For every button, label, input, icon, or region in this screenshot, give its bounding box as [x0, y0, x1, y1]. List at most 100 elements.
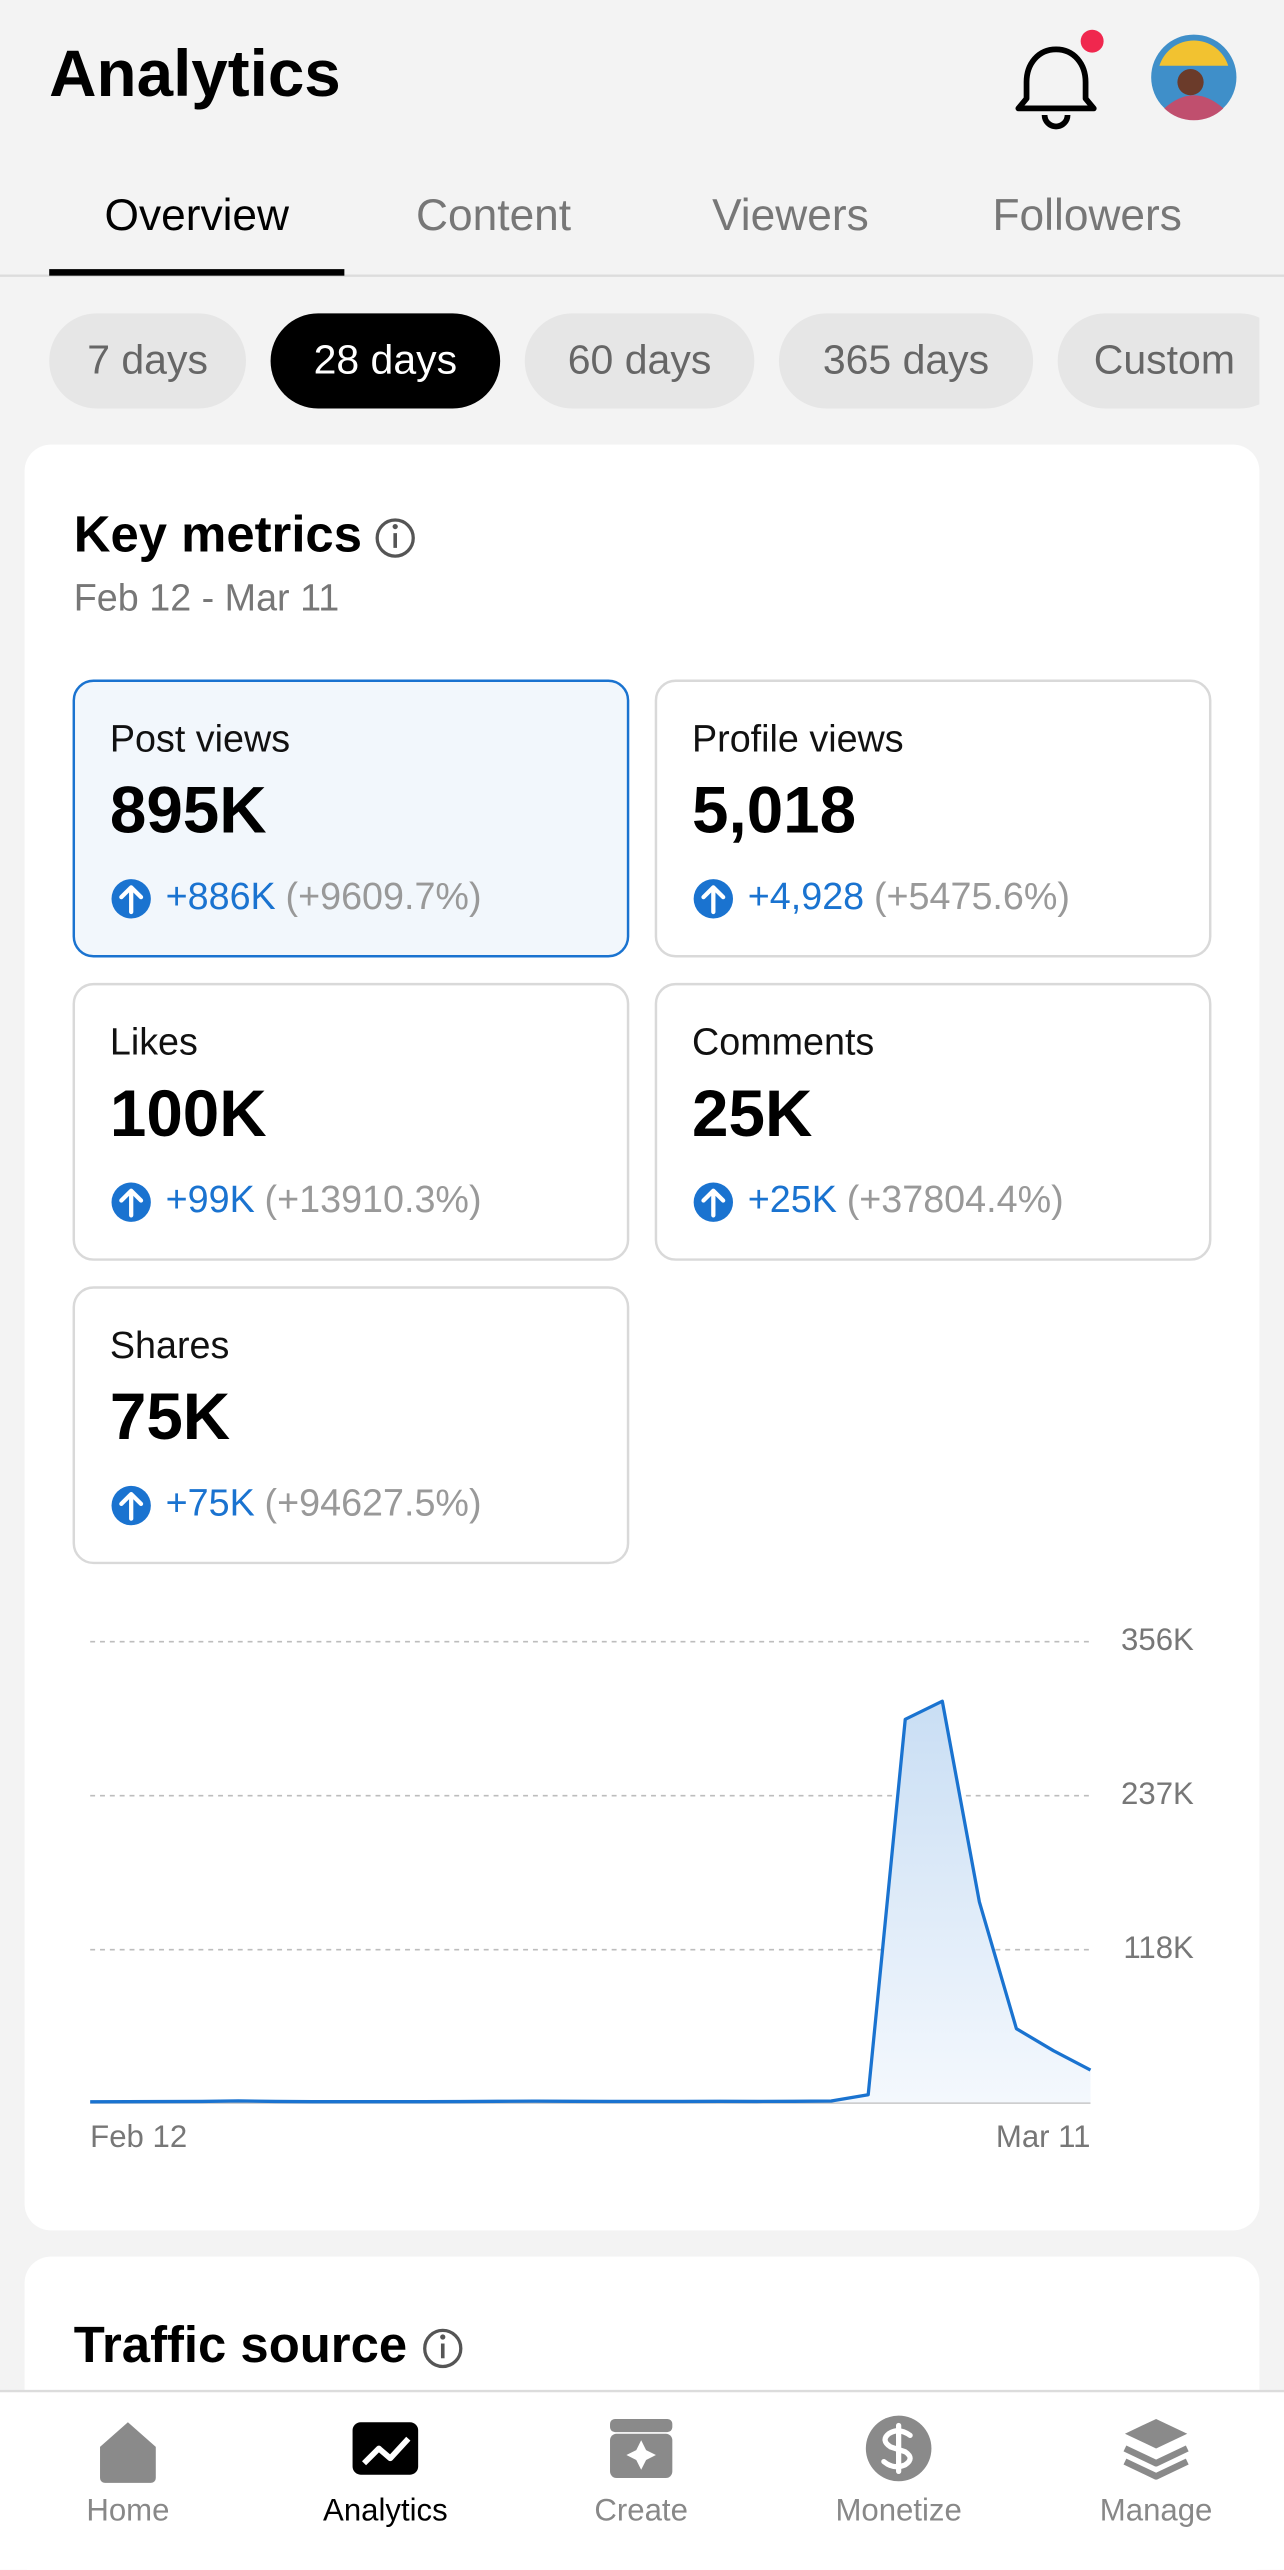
metric-change-row: +886K (+9609.7%) [166, 875, 482, 917]
manage-icon [1124, 2418, 1188, 2449]
metric-change: +75K [166, 1482, 255, 1524]
tab[interactable]: Content [416, 191, 571, 240]
metric-card[interactable]: Shares 75K +75K (+94627.5%) [72, 1286, 630, 1565]
metric-percent: (+9609.7%) [286, 875, 482, 917]
metric-grid: Post views 895K +886K (+9609.7%) Profile vie… [72, 679, 1212, 1565]
section-title: Traffic source [74, 2316, 407, 2373]
metric-change: +99K [166, 1178, 255, 1220]
up-arrow [119, 1491, 144, 1521]
metric-change-row: +25K (+37804.4%) [748, 1178, 1064, 1220]
chart: 118K 237K 356K Feb 12 Mar 11 [90, 1622, 1194, 2154]
x-tick-label: Mar 11 [996, 2119, 1091, 2154]
metric-label: Post views [110, 717, 290, 759]
metric-percent: (+5475.6%) [874, 875, 1070, 917]
metric-change-row: +99K (+13910.3%) [166, 1178, 482, 1220]
chip-bg [49, 313, 246, 409]
nav-item[interactable]: Monetize [835, 2493, 961, 2528]
chip-label: 7 days [87, 336, 208, 382]
avatar-shape [1164, 95, 1224, 121]
nav-labels: Home Analytics Create Monetize Manage [86, 2493, 1212, 2528]
tab-underline [49, 269, 345, 276]
page-title: Analytics [49, 37, 341, 110]
section-title: Key metrics [74, 505, 362, 562]
notification-dot [1080, 29, 1104, 53]
avatar[interactable] [1151, 34, 1237, 121]
period-chip[interactable]: 365 days [778, 313, 1034, 409]
avatar-shape [1177, 69, 1204, 96]
metric-percent: (+13910.3%) [265, 1178, 482, 1220]
period-chips: 7 days 28 days 60 days 365 days Custom [49, 313, 1284, 409]
area [90, 1701, 1091, 2103]
info-circle [375, 518, 415, 558]
nav-item[interactable]: Home [86, 2493, 169, 2528]
nav-item[interactable]: Create [594, 2493, 687, 2528]
metric-value: 5,018 [692, 774, 856, 847]
monetize-icon-sign [881, 2422, 913, 2475]
metric-change: +4,928 [748, 875, 864, 917]
metric-label: Likes [110, 1021, 198, 1063]
metric-card-bg [72, 679, 630, 958]
metric-card-bg [654, 982, 1212, 1261]
chip-label: 60 days [568, 336, 712, 382]
chip-bg [1057, 313, 1260, 409]
metric-card-bg [72, 1286, 630, 1565]
nav-item[interactable]: Manage [1100, 2493, 1213, 2528]
info-circle [423, 2328, 463, 2369]
x-tick-label: Feb 12 [90, 2119, 187, 2154]
home-icon [100, 2422, 156, 2483]
y-tick-label: 356K [1121, 1622, 1194, 1657]
up-arrow [701, 1188, 726, 1218]
bell-icon [1015, 46, 1097, 130]
up-arrow [119, 885, 144, 915]
period-chip[interactable]: 60 days [524, 313, 755, 409]
notifications-button[interactable] [1015, 29, 1104, 130]
metric-value: 75K [110, 1380, 230, 1453]
chip-bg [270, 313, 501, 409]
info-dot [440, 2334, 446, 2340]
date-range: Feb 12 - Mar 11 [74, 576, 339, 618]
nav-icons [100, 2415, 1189, 2483]
y-tick-label: 237K [1121, 1776, 1194, 1811]
metric-label: Profile views [692, 717, 904, 759]
metric-value: 25K [692, 1077, 812, 1150]
metric-card-bg [654, 679, 1212, 958]
line [90, 1699, 1092, 2104]
chip-bg [524, 313, 755, 409]
y-tick-label: 118K [1123, 1930, 1194, 1965]
metric-change-row: +75K (+94627.5%) [166, 1482, 482, 1524]
period-chip[interactable]: 7 days [49, 313, 246, 409]
metric-label: Shares [110, 1324, 229, 1366]
tab[interactable]: Overview [105, 191, 291, 240]
tab[interactable]: Followers [993, 191, 1182, 240]
metric-card-bg [72, 982, 630, 1261]
tab[interactable]: Viewers [712, 191, 869, 240]
info-dot [392, 523, 398, 530]
metric-card[interactable]: Comments 25K +25K (+37804.4%) [654, 982, 1212, 1261]
chip-label: 28 days [314, 336, 458, 382]
analytics-icon [352, 2422, 419, 2475]
metric-card[interactable]: Likes 100K +99K (+13910.3%) [72, 982, 630, 1261]
period-chip[interactable]: Custom [1057, 313, 1284, 409]
nav-item[interactable]: Analytics [323, 2493, 448, 2528]
metric-change-row: +4,928 (+5475.6%) [748, 875, 1070, 917]
avatar-shape [1159, 40, 1229, 66]
chip-label: 365 days [823, 336, 989, 382]
tab-bar: Overview Content Viewers Followers [105, 191, 1182, 240]
analytics-icon-line [362, 2436, 411, 2466]
up-arrow [701, 885, 726, 915]
metric-value: 895K [110, 774, 267, 847]
bottom-nav [0, 2391, 1284, 2570]
info-icon[interactable] [375, 518, 415, 558]
metric-card[interactable]: Post views 895K +886K (+9609.7%) [72, 679, 630, 958]
create-icon-star [626, 2440, 656, 2470]
create-icon-top [610, 2418, 673, 2433]
period-chip[interactable]: 28 days [270, 313, 501, 409]
chip-label: Custom [1094, 336, 1235, 382]
info-icon[interactable] [423, 2328, 463, 2369]
metric-card[interactable]: Profile views 5,018 +4,928 (+5475.6%) [654, 679, 1212, 958]
manage-icon-layers [1123, 2445, 1189, 2480]
metric-percent: (+94627.5%) [265, 1482, 482, 1524]
